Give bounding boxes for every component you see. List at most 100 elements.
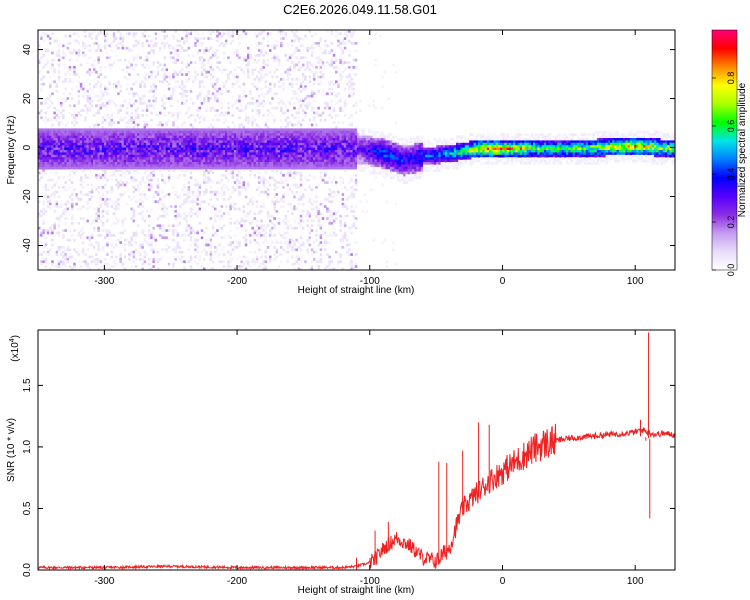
spectrogram-cell — [220, 102, 224, 105]
spectrogram-cell — [189, 166, 193, 170]
spectrogram-cell — [264, 238, 268, 242]
spectrogram-cell — [275, 140, 279, 144]
spectrogram-cell — [150, 118, 153, 122]
spectrogram-cell — [73, 262, 76, 266]
spectrogram-cell — [145, 234, 149, 237]
spectrogram-cell — [269, 219, 272, 223]
spectrogram-cell — [284, 70, 287, 74]
spectrogram-cell — [233, 68, 237, 72]
spectrogram-cell — [95, 135, 98, 139]
spectrogram-cell — [167, 246, 171, 249]
spectrogram-cell — [286, 224, 290, 228]
spectrogram-cell — [159, 150, 162, 153]
spectrogram-cell — [165, 212, 169, 216]
spectrogram-cell — [189, 61, 193, 64]
spectrogram-cell — [222, 145, 226, 148]
spectrogram-cell — [38, 147, 41, 151]
spectrogram-cell — [275, 150, 279, 153]
spectrogram-cell — [203, 174, 206, 177]
spectrogram-cell — [207, 202, 210, 206]
spectrogram-cell — [205, 150, 208, 153]
spectrogram-cell — [139, 97, 142, 100]
spectrogram-cell — [185, 73, 188, 76]
spectrogram-cell — [200, 159, 204, 163]
spectrogram-cell — [269, 82, 272, 86]
spectrogram-cell — [203, 128, 206, 132]
spectrogram-cell — [203, 154, 206, 158]
spectrogram-cell — [73, 145, 76, 148]
spectrogram-cell — [64, 63, 67, 67]
spectrogram-cell — [38, 130, 41, 134]
spectrogram-cell — [288, 73, 292, 76]
spectrogram-cell — [183, 135, 186, 139]
spectrogram-cell — [148, 214, 151, 218]
spectrogram-cell — [187, 150, 191, 153]
spectrogram-cell — [97, 159, 100, 163]
spectrogram-cell — [119, 109, 122, 112]
spectrogram-cell — [145, 104, 149, 108]
spectrogram-cell — [51, 162, 54, 165]
spectrogram-cell — [255, 157, 259, 160]
spectrogram-cell — [154, 32, 158, 36]
spectrogram-cell — [145, 114, 149, 117]
spectrogram-cell — [53, 159, 56, 163]
spectrogram-cell — [293, 51, 296, 55]
spectrogram-cell — [145, 133, 149, 136]
spectrogram-cell — [40, 234, 43, 237]
spectrogram-cell — [132, 212, 136, 216]
spectrogram-cell — [126, 157, 129, 160]
spectrogram-cell — [196, 114, 199, 117]
spectrogram-cell — [117, 164, 120, 168]
spectrogram-cell — [115, 243, 118, 247]
spectrogram-cell — [244, 255, 248, 259]
spectrogram-cell — [95, 49, 98, 52]
spectrogram-cell — [115, 37, 118, 40]
spectrogram-cell — [266, 114, 270, 117]
spectrogram-cell — [247, 260, 250, 264]
spectrogram-cell — [49, 140, 52, 144]
spectrogram-cell — [203, 159, 206, 163]
spectrogram-cell — [172, 231, 175, 235]
spectrogram-cell — [244, 135, 248, 139]
spectrogram-cell — [71, 267, 74, 270]
spectrogram-cell — [49, 142, 52, 146]
spectrogram-cell — [216, 145, 219, 148]
spectrogram-cell — [119, 104, 122, 108]
spectrogram-cell — [71, 128, 74, 132]
spectrogram-cell — [132, 195, 136, 199]
spectrogram-cell — [42, 250, 45, 254]
spectrogram-cell — [211, 126, 215, 129]
spectrogram-cell — [126, 32, 129, 36]
spectrogram-cell — [196, 138, 199, 141]
spectrogram-cell — [280, 32, 283, 36]
spectrogram-cell — [99, 145, 103, 148]
spectrogram-cell — [225, 111, 228, 115]
spectrogram-cell — [88, 243, 92, 247]
spectrogram-cell — [205, 133, 208, 136]
spectrogram-cell — [302, 241, 305, 244]
spectrogram-cell — [262, 66, 265, 69]
spectrogram-cell — [97, 267, 100, 270]
spectrogram-cell — [247, 46, 250, 50]
spectrogram-cell — [297, 241, 301, 244]
spectrogram-cell — [222, 164, 226, 168]
spectrogram-cell — [324, 267, 327, 270]
spectrogram-cell — [216, 99, 219, 103]
spectrogram-cell — [231, 248, 235, 252]
spectrogram-cell — [192, 44, 195, 48]
spectrogram-cell — [88, 267, 92, 270]
spectrogram-cell — [328, 63, 331, 67]
spectrogram-cell — [44, 102, 48, 105]
spectrogram-cell — [277, 142, 281, 146]
spectrogram-cell — [112, 142, 116, 146]
spectrogram-cell — [115, 164, 118, 168]
spectrogram-cell — [324, 248, 327, 252]
spectrogram-cell — [211, 157, 215, 160]
spectrogram-cell — [88, 70, 92, 74]
spectrogram-cell — [304, 142, 307, 146]
spectrogram-cell — [49, 94, 52, 98]
spectrogram-cell — [225, 128, 228, 132]
spectrogram-cell — [255, 260, 259, 264]
spectrogram-cell — [104, 130, 107, 134]
spectrogram-cell — [255, 142, 259, 146]
